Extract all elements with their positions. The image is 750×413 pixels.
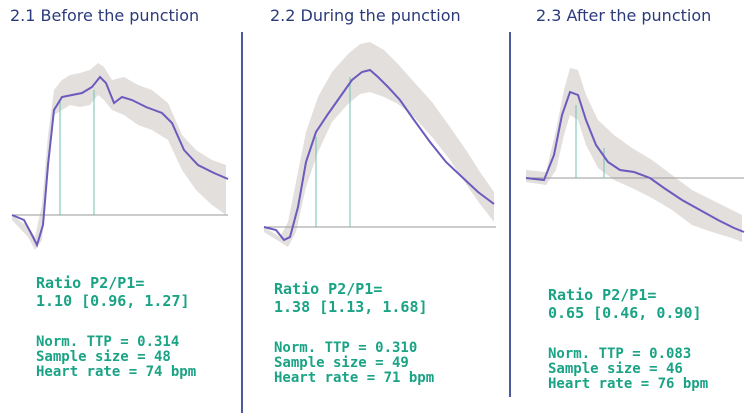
ratio-label: Ratio P2/P1= — [548, 286, 657, 304]
ratio-value: 1.10 [0.96, 1.27] — [36, 292, 190, 310]
panel-divider — [241, 32, 243, 413]
heart-rate: Heart rate = 74 bpm — [36, 364, 197, 380]
sample-size: Sample size = 49 — [274, 355, 409, 371]
panel-before: 2.1 Before the punction Ratio P2/P1= 1.1… — [0, 0, 240, 413]
stats-block: Ratio P2/P1= 0.65 [0.46, 0.90] Norm. TTP… — [548, 286, 708, 392]
stats-block: Ratio P2/P1= 1.10 [0.96, 1.27] Norm. TTP… — [36, 274, 196, 380]
waveform-plot — [525, 68, 745, 242]
confidence-band — [526, 68, 742, 242]
panel-title: 2.1 Before the punction — [10, 6, 200, 25]
panel-title: 2.3 After the punction — [536, 6, 712, 25]
ttp-value: Norm. TTP = 0.314 — [36, 334, 180, 350]
mean-curve — [525, 90, 745, 233]
ttp-value: Norm. TTP = 0.083 — [548, 346, 692, 362]
ratio-label: Ratio P2/P1= — [36, 274, 145, 292]
panel-after: 2.3 After the punction Ratio P2/P1= 0.65… — [512, 0, 750, 413]
stats-block: Ratio P2/P1= 1.38 [1.13, 1.68] Norm. TTP… — [274, 280, 434, 386]
mean-curve — [263, 68, 495, 242]
sample-size: Sample size = 48 — [36, 349, 171, 365]
panel-title: 2.2 During the punction — [270, 6, 461, 25]
heart-rate: Heart rate = 76 bpm — [548, 376, 709, 392]
sample-size: Sample size = 46 — [548, 361, 683, 377]
ratio-value: 0.65 [0.46, 0.90] — [548, 304, 702, 322]
mean-curve — [11, 75, 229, 248]
waveform-plot — [263, 42, 496, 247]
panel-during: 2.2 During the punction Ratio P2/P1= 1.3… — [244, 0, 506, 413]
panel-divider — [509, 32, 511, 397]
waveform-plot — [11, 63, 229, 250]
ratio-label: Ratio P2/P1= — [274, 280, 383, 298]
ttp-value: Norm. TTP = 0.310 — [274, 340, 418, 356]
ratio-value: 1.38 [1.13, 1.68] — [274, 298, 428, 316]
heart-rate: Heart rate = 71 bpm — [274, 370, 435, 386]
confidence-band — [264, 42, 494, 247]
